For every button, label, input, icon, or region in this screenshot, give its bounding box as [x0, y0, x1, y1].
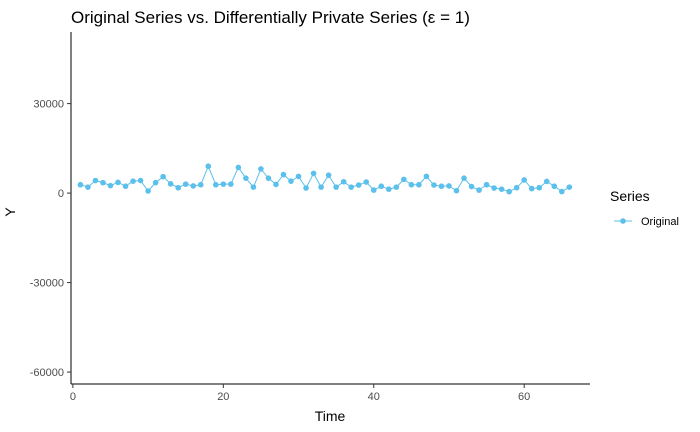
- data-point: [303, 185, 309, 191]
- legend: Series Original: [610, 188, 679, 228]
- data-point: [566, 184, 573, 190]
- chart-title: Original Series vs. Differentially Priva…: [71, 8, 470, 27]
- data-point: [378, 183, 385, 190]
- y-tick-label: 30000: [33, 99, 64, 111]
- data-point: [100, 179, 106, 186]
- data-point: [401, 176, 407, 183]
- x-axis-ticks: 0 20 40 60: [70, 384, 530, 403]
- data-point: [107, 182, 114, 189]
- data-point: [258, 166, 264, 172]
- legend-key-point: [620, 218, 626, 224]
- data-point: [145, 188, 151, 194]
- data-point: [205, 163, 212, 170]
- data-point: [130, 178, 136, 184]
- y-axis-ticks: -60000 -30000 0 30000: [30, 99, 71, 379]
- data-point: [536, 184, 543, 191]
- data-point: [476, 187, 482, 193]
- data-point: [115, 179, 121, 186]
- data-point: [197, 181, 204, 188]
- data-point: [250, 184, 257, 190]
- data-point: [528, 185, 535, 192]
- x-tick-label: 60: [518, 391, 530, 403]
- data-point: [325, 172, 332, 178]
- data-point: [137, 177, 144, 184]
- data-point: [190, 183, 197, 189]
- data-point: [483, 181, 490, 188]
- data-point: [423, 173, 430, 180]
- data-point: [122, 183, 129, 190]
- data-point: [175, 184, 181, 191]
- y-tick-label: -60000: [30, 367, 64, 379]
- legend-label-original: Original: [641, 216, 679, 228]
- data-point: [355, 182, 362, 188]
- x-axis-title: Time: [315, 408, 346, 424]
- x-tick-label: 0: [70, 391, 76, 403]
- data-point: [295, 173, 302, 180]
- data-point: [461, 175, 467, 181]
- x-tick-label: 20: [217, 391, 229, 403]
- data-point: [393, 184, 400, 190]
- data-point: [385, 186, 392, 193]
- data-point: [167, 181, 174, 187]
- data-point: [438, 183, 445, 190]
- data-point: [280, 171, 287, 178]
- data-point: [318, 184, 324, 190]
- x-tick-label: 40: [368, 391, 380, 403]
- data-point: [288, 178, 294, 184]
- data-point: [543, 178, 550, 185]
- data-point: [220, 181, 227, 187]
- data-point: [92, 177, 99, 184]
- data-point: [416, 181, 422, 188]
- data-point: [228, 181, 234, 187]
- data-point: [431, 182, 437, 188]
- data-point: [498, 186, 505, 193]
- y-tick-label: -30000: [30, 278, 64, 290]
- data-point: [506, 188, 512, 195]
- data-point: [310, 170, 317, 177]
- y-axis-title: Y: [2, 207, 18, 217]
- data-point: [558, 188, 565, 195]
- data-point: [152, 179, 159, 186]
- data-point: [333, 184, 339, 190]
- data-point: [265, 175, 272, 181]
- data-point: [446, 183, 452, 189]
- data-point: [340, 178, 347, 185]
- data-point: [370, 187, 377, 193]
- data-point: [363, 179, 370, 185]
- data-point: [453, 187, 460, 194]
- data-point: [551, 183, 558, 190]
- data-point: [468, 183, 475, 190]
- data-point: [160, 173, 166, 180]
- data-point: [85, 184, 91, 190]
- data-point: [243, 175, 249, 181]
- data-point: [521, 177, 527, 183]
- data-point: [348, 184, 354, 190]
- data-point: [408, 181, 415, 188]
- legend-title: Series: [610, 188, 650, 204]
- data-point: [235, 164, 242, 171]
- data-point: [491, 185, 497, 191]
- series-group: [77, 163, 573, 195]
- data-point: [77, 181, 84, 188]
- data-point: [182, 181, 189, 187]
- data-point: [212, 181, 219, 188]
- plot-area: 0 20 40 60 -60000 -30000 0 30000: [30, 32, 590, 403]
- y-tick-label: 0: [58, 188, 64, 200]
- data-point: [273, 181, 279, 188]
- data-point: [513, 184, 520, 191]
